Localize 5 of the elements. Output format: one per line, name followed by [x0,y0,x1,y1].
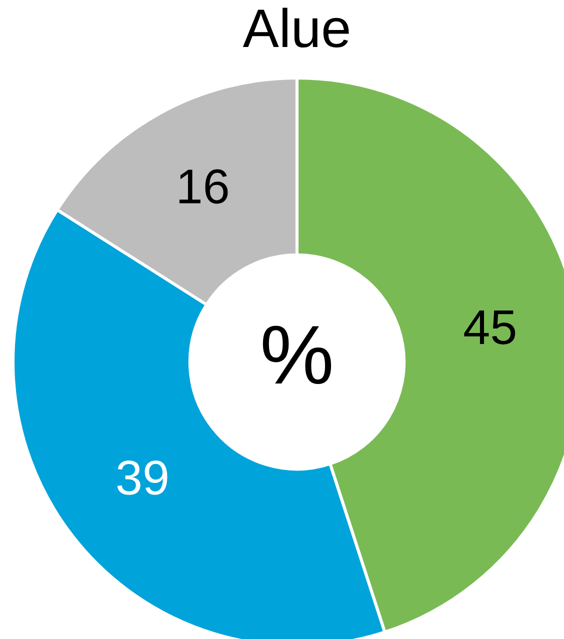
chart-title: Alue [242,8,349,48]
data-label: 16 [179,169,228,204]
data-label: 39 [117,460,168,495]
data-label: 45 [464,310,516,344]
text: % [262,326,332,384]
